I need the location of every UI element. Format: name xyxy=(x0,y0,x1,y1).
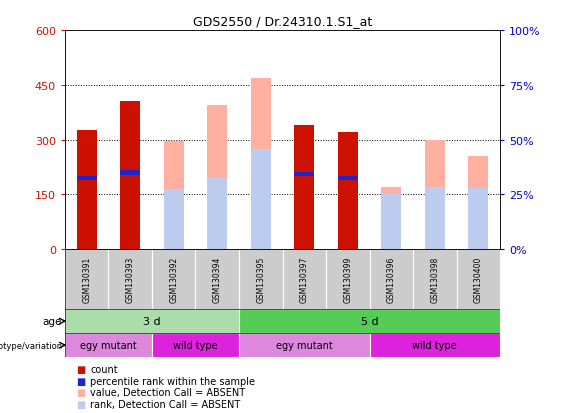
Bar xyxy=(239,309,500,333)
Text: egy mutant: egy mutant xyxy=(276,340,333,350)
Bar xyxy=(77,131,97,249)
Bar xyxy=(120,102,140,249)
Text: egy mutant: egy mutant xyxy=(80,340,137,350)
Bar xyxy=(195,249,239,309)
Bar xyxy=(370,333,500,357)
Bar xyxy=(251,78,271,249)
Bar xyxy=(425,140,445,249)
Text: GSM130395: GSM130395 xyxy=(257,256,265,303)
Text: GSM130391: GSM130391 xyxy=(82,256,91,302)
Bar xyxy=(381,194,401,249)
Title: GDS2550 / Dr.24310.1.S1_at: GDS2550 / Dr.24310.1.S1_at xyxy=(193,15,372,28)
Text: age: age xyxy=(43,316,62,326)
Bar xyxy=(282,249,326,309)
Bar xyxy=(294,173,314,177)
Text: 5 d: 5 d xyxy=(360,316,379,326)
Text: GSM130396: GSM130396 xyxy=(387,256,396,303)
Bar xyxy=(120,171,140,175)
Bar xyxy=(108,249,152,309)
Bar xyxy=(251,150,271,249)
Bar xyxy=(326,249,370,309)
Bar xyxy=(370,249,413,309)
Bar xyxy=(65,249,108,309)
Bar xyxy=(65,309,239,333)
Bar xyxy=(164,142,184,249)
Bar xyxy=(77,176,97,180)
Bar xyxy=(381,188,401,249)
Bar xyxy=(294,126,314,249)
Text: genotype/variation: genotype/variation xyxy=(0,341,62,350)
Text: 3 d: 3 d xyxy=(143,316,161,326)
Bar xyxy=(239,249,282,309)
Text: wild type: wild type xyxy=(173,340,218,350)
Text: GSM130400: GSM130400 xyxy=(474,256,483,303)
Bar xyxy=(338,176,358,180)
Text: GSM130394: GSM130394 xyxy=(213,256,221,303)
Text: percentile rank within the sample: percentile rank within the sample xyxy=(90,376,255,386)
Bar xyxy=(207,178,227,249)
Bar xyxy=(207,106,227,249)
Text: ■: ■ xyxy=(76,399,85,409)
Bar xyxy=(468,188,488,249)
Bar xyxy=(457,249,500,309)
Bar xyxy=(65,333,152,357)
Text: GSM130399: GSM130399 xyxy=(344,256,352,303)
Bar xyxy=(413,249,457,309)
Text: value, Detection Call = ABSENT: value, Detection Call = ABSENT xyxy=(90,387,246,397)
Bar xyxy=(425,188,445,249)
Text: ■: ■ xyxy=(76,364,85,374)
Text: GSM130398: GSM130398 xyxy=(431,256,439,302)
Bar xyxy=(152,333,239,357)
Text: rank, Detection Call = ABSENT: rank, Detection Call = ABSENT xyxy=(90,399,241,409)
Bar xyxy=(164,190,184,249)
Text: ■: ■ xyxy=(76,387,85,397)
Bar xyxy=(152,249,195,309)
Text: ■: ■ xyxy=(76,376,85,386)
Text: GSM130397: GSM130397 xyxy=(300,256,308,303)
Text: count: count xyxy=(90,364,118,374)
Text: GSM130393: GSM130393 xyxy=(126,256,134,303)
Bar xyxy=(239,333,370,357)
Text: wild type: wild type xyxy=(412,340,457,350)
Text: GSM130392: GSM130392 xyxy=(170,256,178,302)
Bar xyxy=(338,133,358,249)
Bar xyxy=(468,157,488,249)
